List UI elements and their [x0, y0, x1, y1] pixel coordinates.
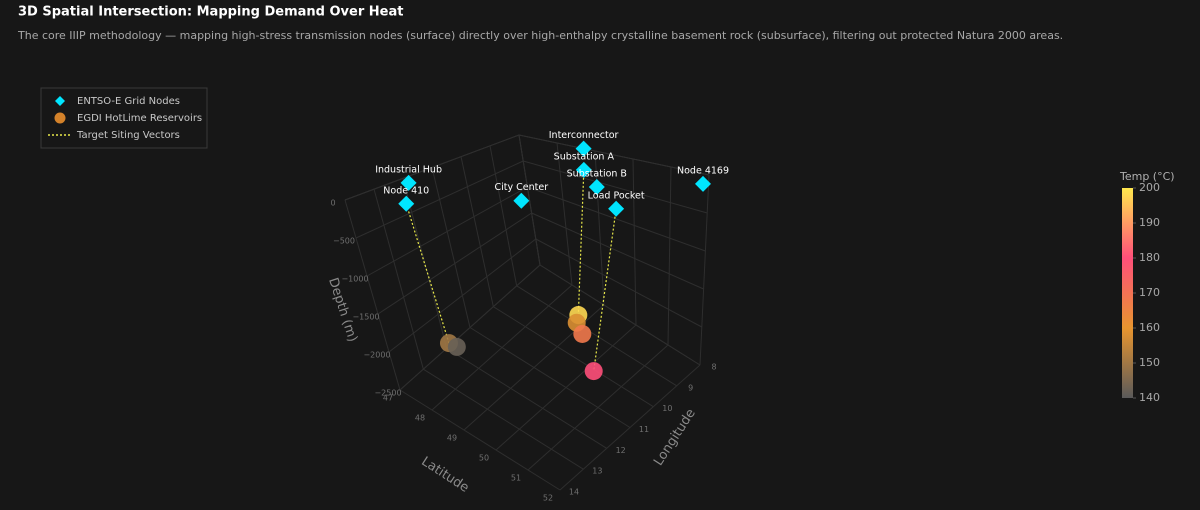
colorbar-tick-label: 150 — [1139, 356, 1160, 369]
node-label: Substation B — [567, 168, 627, 179]
grid-node — [398, 195, 415, 212]
grid-node — [695, 175, 711, 192]
grid-line — [699, 174, 710, 366]
colorbar-title: Temp (°C) — [1119, 170, 1175, 183]
grid-line — [539, 264, 701, 366]
y-tick-label: 11 — [639, 425, 649, 434]
siting-vector — [593, 208, 617, 372]
siting-vector — [577, 169, 585, 316]
grid-line — [518, 134, 710, 176]
legend-symbol — [55, 96, 65, 106]
grid-line — [399, 389, 561, 491]
grid-line — [667, 166, 672, 346]
z-tick-label: −1000 — [341, 275, 368, 284]
z-tick-label: −2500 — [374, 389, 401, 398]
x-tick-label: 48 — [415, 414, 425, 423]
grid-line — [518, 134, 541, 266]
grid-line — [431, 167, 471, 328]
grid-line — [344, 134, 520, 201]
y-tick-label: 12 — [616, 446, 626, 455]
siting-vector — [405, 203, 450, 344]
colorbar-tick-label: 200 — [1139, 181, 1160, 194]
grid-node — [608, 200, 625, 217]
node-label: Load Pocket — [588, 190, 645, 201]
grid-line — [366, 186, 528, 277]
node-label: Interconnector — [549, 130, 619, 141]
z-tick-label: −2000 — [363, 351, 390, 360]
grid-line — [423, 368, 584, 470]
x-tick-label: 50 — [479, 454, 489, 463]
chart-title: 3D Spatial Intersection: Mapping Demand … — [18, 5, 403, 20]
grid-line — [460, 156, 494, 307]
grid-line — [527, 186, 706, 252]
legend-box — [40, 87, 208, 149]
legend-label: EGDI HotLime Reservoirs — [77, 113, 202, 124]
node-label: Industrial Hub — [375, 164, 442, 175]
node-label: Substation A — [554, 151, 615, 162]
reservoir-point — [447, 337, 466, 356]
y-tick-label: 13 — [592, 467, 602, 476]
grid-node — [575, 161, 592, 178]
grid-line — [373, 189, 424, 370]
z-tick-label: −500 — [333, 237, 355, 246]
node-label: Node 4169 — [677, 165, 729, 176]
grid-line — [556, 142, 573, 286]
grid-line — [469, 327, 631, 428]
colorbar-tick-label: 160 — [1139, 321, 1160, 334]
legend-symbol — [54, 112, 66, 124]
grid-line — [399, 264, 541, 391]
y-tick-label: 8 — [711, 363, 716, 372]
colorbar-tick-label: 170 — [1139, 286, 1160, 299]
grid-line — [355, 160, 524, 239]
grid-line — [535, 238, 703, 328]
grid-line — [516, 285, 677, 387]
y-tick-label: 10 — [662, 404, 672, 413]
grid-line — [594, 150, 605, 306]
x-tick-label: 49 — [447, 434, 457, 443]
y-tick-label: 14 — [569, 488, 579, 497]
grid-line — [344, 199, 401, 391]
grid-line — [632, 158, 637, 326]
grid-node — [575, 140, 592, 157]
grid-line — [377, 212, 532, 315]
x-tick-label: 51 — [511, 474, 521, 483]
grid-line — [489, 145, 518, 286]
grid-line — [446, 347, 607, 449]
legend-label: ENTSO-E Grid Nodes — [77, 96, 180, 107]
reservoir-point — [573, 324, 592, 343]
z-tick-label: −1500 — [352, 313, 379, 322]
colorbar-tick-label: 190 — [1139, 216, 1160, 229]
reservoir-point — [584, 362, 603, 381]
colorbar-tick-label: 140 — [1139, 391, 1160, 404]
z-tick-label: 0 — [330, 199, 335, 208]
chart-subtitle: The core IIIP methodology — mapping high… — [17, 29, 1063, 42]
grid-line — [531, 212, 704, 290]
grid-line — [523, 160, 708, 214]
y-tick-label: 9 — [688, 383, 693, 392]
legend-label: Target Siting Vectors — [76, 130, 180, 141]
node-label: City Center — [495, 182, 549, 193]
grid-line — [388, 238, 537, 353]
grid-node — [400, 174, 417, 191]
colorbar-tick-label: 180 — [1139, 251, 1160, 264]
grid-node — [588, 178, 605, 195]
grid-node — [513, 192, 530, 209]
x-tick-label: 52 — [543, 494, 553, 503]
node-label: Node 410 — [383, 185, 429, 196]
grid-line — [493, 306, 654, 408]
x-tick-label: 47 — [383, 394, 393, 403]
colorbar — [1122, 188, 1133, 398]
